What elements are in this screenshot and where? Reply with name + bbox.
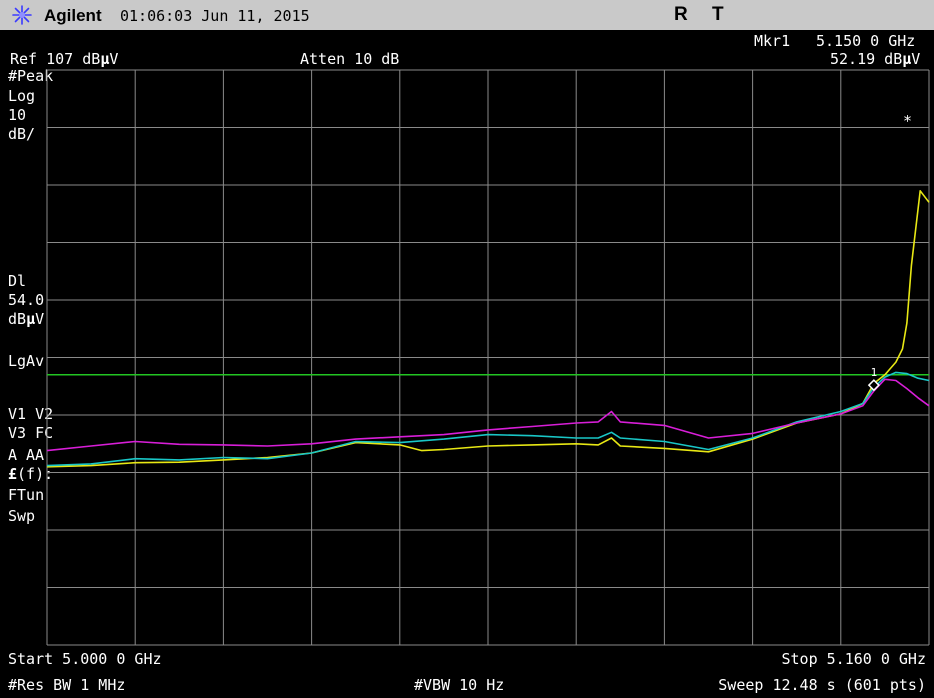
display-line-value: 54.0 (8, 291, 45, 309)
display-line-label: Dl (8, 272, 27, 290)
date-time: 01:06:03 Jun 11, 2015 (120, 7, 310, 25)
trace-v3-fc: V3 FC (8, 424, 54, 442)
attenuation: Atten 10 dB (300, 50, 400, 68)
function-indicator: £(f): (8, 465, 54, 483)
remote-indicator: R (674, 4, 688, 25)
instrument-header: Agilent 01:06:03 Jun 11, 2015 R T (0, 0, 934, 30)
marker-frequency: 5.150 0 GHz (816, 32, 916, 50)
marker-active-symbol: * (903, 112, 913, 130)
sweep-time: Sweep 12.48 s (601 pts) (718, 676, 926, 694)
brand-name: Agilent (44, 6, 102, 25)
trace-aa: AA (26, 446, 45, 464)
trace-v1-v2: V1 V2 (8, 405, 54, 423)
scale-per-div-unit: dB/ (8, 125, 36, 143)
average-type: LgAv (8, 352, 45, 370)
scale-type: Log (8, 87, 36, 105)
freq-tune: FTun (8, 486, 45, 504)
stop-frequency: Stop 5.160 0 GHz (781, 650, 927, 668)
start-frequency: Start 5.000 0 GHz (8, 650, 162, 668)
sweep-mode: Swp (8, 507, 36, 525)
scale-per-div-value: 10 (8, 106, 27, 124)
trace-yellow (46, 190, 930, 468)
trigger-indicator: T (712, 4, 724, 25)
display-line-unit: dBµV (8, 310, 45, 328)
agilent-spark-logo-icon (12, 5, 32, 25)
marker-diamond (867, 379, 880, 392)
graticule (46, 69, 930, 646)
marker-group: 1 (867, 366, 880, 392)
trace-a: A (8, 446, 18, 464)
marker-number-label: 1 (871, 366, 878, 379)
marker-amplitude: 52.19 dBµV (830, 50, 921, 68)
resolution-bandwidth: #Res BW 1 MHz (8, 676, 126, 694)
detector-mode: #Peak (8, 67, 54, 85)
trace-cyan (46, 371, 930, 467)
reference-level: Ref 107 dBµV (10, 50, 119, 68)
marker-label: Mkr1 (754, 32, 791, 50)
video-bandwidth: #VBW 10 Hz (414, 676, 505, 694)
